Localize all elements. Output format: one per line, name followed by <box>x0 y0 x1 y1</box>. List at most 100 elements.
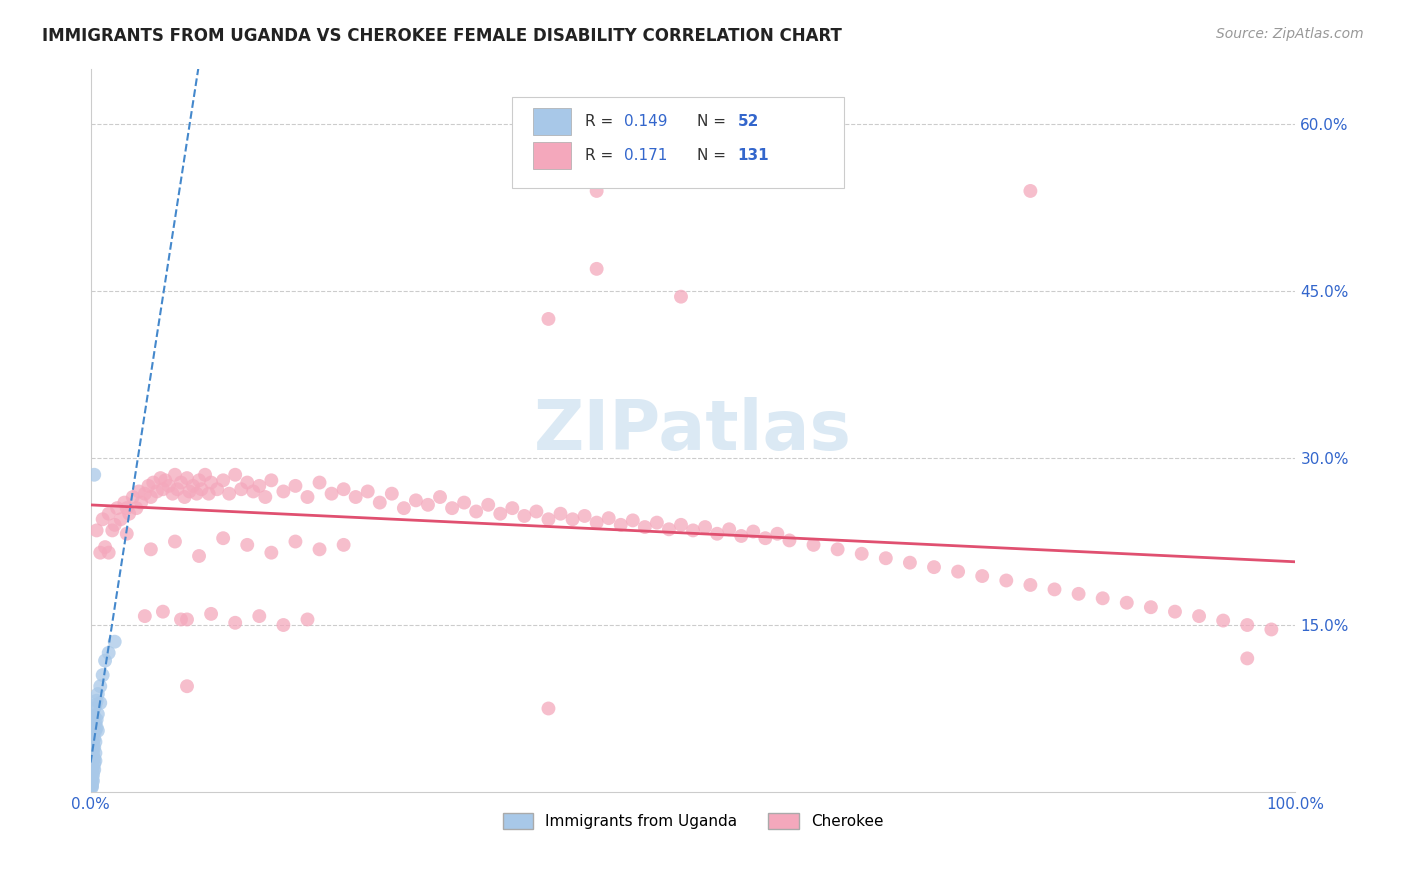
Text: IMMIGRANTS FROM UGANDA VS CHEROKEE FEMALE DISABILITY CORRELATION CHART: IMMIGRANTS FROM UGANDA VS CHEROKEE FEMAL… <box>42 27 842 45</box>
Point <box>465 504 488 518</box>
Point <box>260 473 283 487</box>
Point <box>166 482 188 496</box>
Point <box>89 546 111 560</box>
Point <box>344 490 367 504</box>
Point <box>236 475 259 490</box>
Point <box>80 723 103 738</box>
Point <box>80 760 103 774</box>
Text: 52: 52 <box>738 114 759 128</box>
Point <box>80 768 103 782</box>
Point <box>1164 605 1187 619</box>
Point <box>308 475 330 490</box>
Point <box>82 754 104 768</box>
Point <box>83 763 105 777</box>
Point <box>247 479 270 493</box>
Point <box>83 467 105 482</box>
Point <box>368 495 391 509</box>
Point <box>181 479 204 493</box>
Point <box>87 723 110 738</box>
Point <box>669 517 692 532</box>
Point <box>128 484 150 499</box>
Point <box>658 522 681 536</box>
Point <box>308 542 330 557</box>
Point <box>224 615 246 630</box>
Point <box>501 501 523 516</box>
Point <box>84 715 107 730</box>
Point <box>477 498 499 512</box>
Text: N =: N = <box>696 148 731 163</box>
Point <box>112 495 135 509</box>
Point <box>1043 582 1066 597</box>
Point <box>247 609 270 624</box>
Point <box>179 484 201 499</box>
Point <box>972 569 994 583</box>
Point <box>83 731 105 746</box>
Point <box>87 687 110 701</box>
Point <box>101 524 124 538</box>
Point <box>706 526 728 541</box>
Point <box>89 696 111 710</box>
Point <box>827 542 849 557</box>
Point <box>80 780 103 794</box>
Point <box>83 751 105 765</box>
Point <box>392 501 415 516</box>
Point <box>1067 587 1090 601</box>
Point <box>1091 591 1114 606</box>
Point <box>176 471 198 485</box>
Point <box>170 612 193 626</box>
Point <box>585 184 607 198</box>
Point <box>83 701 105 715</box>
Point <box>231 482 253 496</box>
Point <box>97 507 120 521</box>
Point <box>84 746 107 760</box>
Point <box>152 605 174 619</box>
Text: R =: R = <box>585 114 617 128</box>
Text: 131: 131 <box>738 148 769 163</box>
Point <box>82 720 104 734</box>
Point <box>212 473 235 487</box>
Point <box>176 612 198 626</box>
Point <box>83 709 105 723</box>
Text: Source: ZipAtlas.com: Source: ZipAtlas.com <box>1216 27 1364 41</box>
Point <box>84 735 107 749</box>
Point <box>186 486 208 500</box>
Point <box>89 679 111 693</box>
Point <box>134 486 156 500</box>
Point <box>118 507 141 521</box>
Point <box>129 495 152 509</box>
Point <box>693 520 716 534</box>
Point <box>121 490 143 504</box>
Point <box>94 654 117 668</box>
Point <box>754 531 776 545</box>
Text: ZIPatlas: ZIPatlas <box>534 397 852 464</box>
Point <box>645 516 668 530</box>
Point <box>82 764 104 779</box>
Point <box>273 618 295 632</box>
Point <box>197 486 219 500</box>
Legend: Immigrants from Uganda, Cherokee: Immigrants from Uganda, Cherokee <box>496 806 890 835</box>
Point <box>550 507 572 521</box>
Point <box>537 312 560 326</box>
Point <box>1140 600 1163 615</box>
Point <box>946 565 969 579</box>
Point <box>188 549 211 563</box>
Point <box>105 501 128 516</box>
Point <box>80 780 103 795</box>
Point <box>104 517 127 532</box>
Point <box>875 551 897 566</box>
Point <box>80 742 103 756</box>
Point <box>332 482 354 496</box>
Point <box>157 479 180 493</box>
Point <box>537 701 560 715</box>
Point <box>82 727 104 741</box>
Point <box>115 501 138 516</box>
Point <box>84 754 107 768</box>
Point <box>125 501 148 516</box>
Point <box>188 473 211 487</box>
Point <box>405 493 427 508</box>
Point <box>441 501 464 516</box>
Point <box>898 556 921 570</box>
Point <box>513 508 536 523</box>
Point <box>82 746 104 760</box>
Point <box>574 508 596 523</box>
